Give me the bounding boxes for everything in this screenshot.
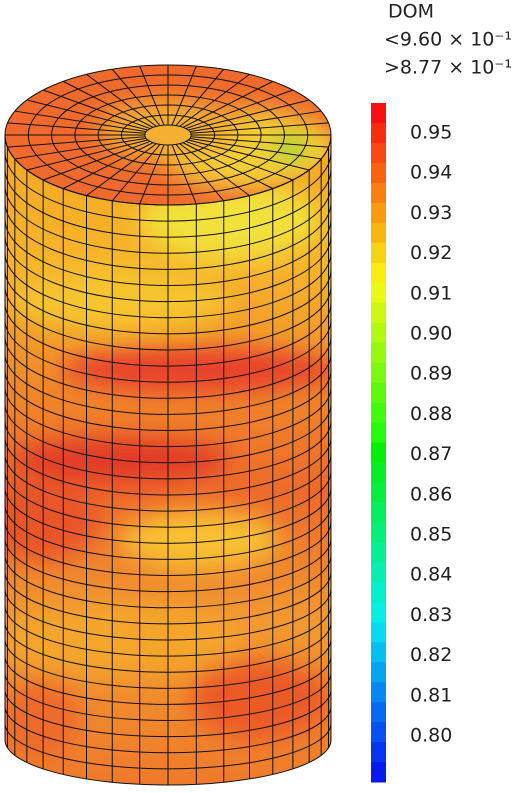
colorbar-label: 0.82 <box>410 644 452 666</box>
cylinder <box>4 64 332 786</box>
colorbar-band <box>371 362 386 384</box>
mesh-top-spoke <box>189 137 322 160</box>
mesh-top-spoke <box>190 136 329 148</box>
colorbar-band <box>371 522 386 543</box>
colorbar-band <box>371 162 386 184</box>
colorbar-band <box>371 742 386 763</box>
mesh-top-spoke <box>111 68 161 127</box>
mesh-top-spoke <box>26 139 149 171</box>
contour-blobs <box>5 180 331 760</box>
mesh-top-spoke <box>185 89 294 130</box>
colorbar-band <box>371 142 386 164</box>
colorbar-band <box>371 242 386 264</box>
colorbar-label: 0.85 <box>410 524 452 546</box>
colorbar-band <box>371 382 386 404</box>
mesh-top-spoke <box>179 73 250 127</box>
mesh-top-spoke <box>182 80 274 128</box>
colorbar-label: 0.89 <box>410 363 452 385</box>
mesh-top-spoke <box>111 143 161 202</box>
mesh-top-spoke <box>42 89 151 130</box>
mesh-top-spoke <box>86 73 157 127</box>
mesh-top-spoke <box>7 136 146 148</box>
colorbar-band <box>371 722 386 743</box>
mesh-top-spoke <box>185 140 294 181</box>
colorbar-band <box>371 482 386 503</box>
mesh-top-spoke <box>62 80 154 128</box>
mesh <box>4 64 332 786</box>
colorbar-band <box>371 182 386 204</box>
mesh-top-spoke <box>139 65 165 126</box>
mesh-top-spoke <box>7 122 146 134</box>
colorbar <box>371 103 386 783</box>
colorbar-band <box>371 302 386 324</box>
colorbar-band <box>371 422 386 443</box>
colorbar-label: 0.80 <box>410 725 452 747</box>
colorbar-band <box>371 122 386 144</box>
mesh-top-spoke <box>182 142 274 190</box>
colorbar-band <box>371 602 386 623</box>
colorbar-label: 0.84 <box>410 564 452 586</box>
colorbar-band <box>371 562 386 583</box>
colorbar-band <box>371 582 386 603</box>
colorbar-label: 0.88 <box>410 403 452 425</box>
mesh-top-spoke <box>171 65 197 126</box>
colorbar-label: 0.81 <box>410 684 452 706</box>
colorbar-label: 0.87 <box>410 443 452 465</box>
legend-title: DOM <box>388 1 434 23</box>
colorbar-band <box>371 262 386 284</box>
mesh-top-spoke <box>190 122 329 134</box>
colorbar-band <box>371 103 386 124</box>
mesh-top-spoke <box>14 137 147 160</box>
colorbar-band <box>371 702 386 723</box>
legend-min: >8.77 × 10⁻¹ <box>384 57 512 79</box>
colorbar-band <box>371 402 386 424</box>
mesh-top-spoke <box>42 140 151 181</box>
legend-max: <9.60 × 10⁻¹ <box>384 29 512 51</box>
colorbar-band <box>371 502 386 523</box>
colorbar-label: 0.92 <box>410 242 452 264</box>
colorbar-band <box>371 322 386 344</box>
mesh-top-spoke <box>139 144 165 205</box>
colorbar-label: 0.83 <box>410 604 452 626</box>
mesh-top-spoke <box>187 139 310 171</box>
colorbar-band <box>371 682 386 703</box>
colorbar-band <box>371 342 386 364</box>
mesh-top-spoke <box>189 110 322 133</box>
colorbar-band <box>371 662 386 683</box>
mesh-top-spoke <box>62 142 154 190</box>
colorbar-label: 0.95 <box>410 122 452 144</box>
mesh-top-spoke <box>179 143 250 197</box>
colorbar-label: 0.93 <box>410 202 452 224</box>
colorbar-band <box>371 442 386 463</box>
mesh-top-spoke <box>175 68 225 127</box>
mesh-top-spoke <box>26 99 149 131</box>
colorbar-label: 0.94 <box>410 162 452 184</box>
colorbar-band <box>371 282 386 304</box>
mesh-top-spoke <box>14 110 147 133</box>
colorbar-label: 0.86 <box>410 483 452 505</box>
colorbar-label: 0.91 <box>410 282 452 304</box>
colorbar-band <box>371 542 386 563</box>
mesh-top-spoke <box>175 143 225 202</box>
colorbar-band <box>371 462 386 483</box>
mesh-top-spoke <box>86 143 157 197</box>
colorbar-band <box>371 762 386 783</box>
mesh-top-spoke <box>171 144 197 205</box>
colorbar-band <box>371 202 386 224</box>
colorbar-label: 0.90 <box>410 323 452 345</box>
colorbar-band <box>371 642 386 663</box>
colorbar-band <box>371 622 386 643</box>
colorbar-band <box>371 222 386 244</box>
mesh-top-spoke <box>187 99 310 131</box>
